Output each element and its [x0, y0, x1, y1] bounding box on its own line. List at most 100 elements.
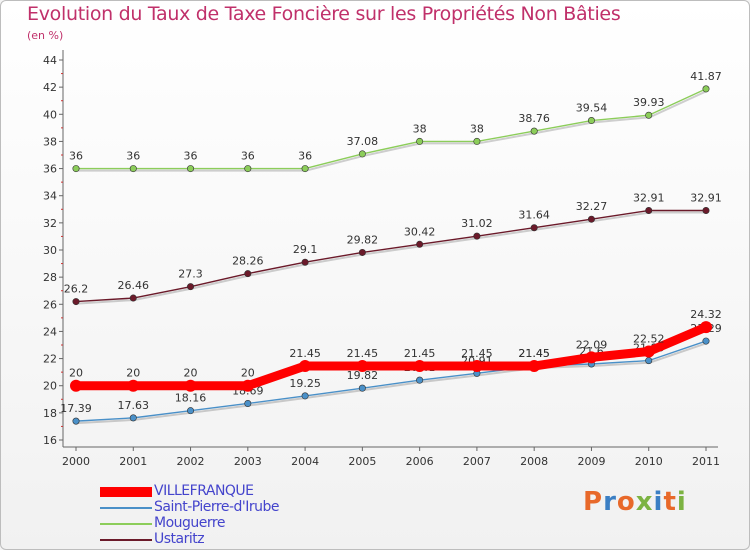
- data-point: [129, 294, 137, 302]
- data-label: 27.3: [178, 268, 203, 281]
- data-point: [187, 165, 195, 173]
- data-label: 20: [126, 367, 140, 380]
- data-point: [416, 240, 424, 248]
- data-label: 39.54: [576, 102, 608, 115]
- data-label: 32.91: [633, 192, 665, 205]
- y-tick-label: 38: [43, 135, 57, 148]
- y-tick-label: 34: [43, 190, 57, 203]
- x-tick-label: 2006: [406, 455, 434, 468]
- y-tick-label: 22: [43, 353, 57, 366]
- data-point: [244, 270, 252, 278]
- data-point: [585, 351, 598, 364]
- data-label: 36: [241, 150, 255, 163]
- data-point: [587, 117, 595, 125]
- data-point: [184, 379, 197, 392]
- data-label: 21.45: [347, 347, 379, 360]
- series-shadow: [77, 89, 708, 172]
- data-point: [127, 379, 140, 392]
- data-point: [700, 321, 712, 334]
- proxiti-logo: Proxiti: [583, 487, 687, 517]
- data-point: [358, 150, 366, 158]
- legend-label: Saint-Pierre-d'Irube: [154, 499, 280, 515]
- y-tick-label: 18: [43, 407, 57, 420]
- data-point: [72, 165, 80, 173]
- data-point: [473, 232, 481, 240]
- x-tick-label: 2003: [234, 455, 262, 468]
- data-point: [299, 360, 312, 373]
- x-tick-label: 2004: [291, 455, 319, 468]
- legend-swatch: [100, 539, 152, 541]
- y-tick-label: 20: [43, 380, 57, 393]
- data-label: 18.16: [175, 392, 207, 405]
- data-point: [301, 392, 309, 400]
- data-point: [358, 384, 366, 392]
- data-point: [416, 137, 424, 145]
- data-label: 26.2: [64, 283, 89, 296]
- x-tick-label: 2007: [463, 455, 491, 468]
- data-label: 31.64: [518, 209, 550, 222]
- data-label: 36: [69, 150, 83, 163]
- data-point: [129, 414, 137, 422]
- data-label: 19.25: [289, 377, 321, 390]
- data-label: 20: [184, 367, 198, 380]
- legend-swatch: [100, 507, 152, 509]
- data-point: [645, 111, 653, 119]
- data-label: 29.82: [347, 233, 379, 246]
- data-point: [473, 137, 481, 145]
- y-tick-label: 24: [43, 325, 57, 338]
- legend-label: VILLEFRANQUE: [154, 483, 254, 499]
- data-point: [241, 379, 254, 392]
- data-label: 41.87: [690, 70, 722, 83]
- data-label: 28.26: [232, 255, 264, 268]
- data-point: [187, 407, 195, 415]
- data-point: [129, 165, 137, 173]
- data-label: 32.27: [576, 200, 608, 213]
- data-label: 36: [126, 150, 140, 163]
- data-point: [244, 399, 252, 407]
- data-label: 26.46: [118, 279, 150, 292]
- data-point: [301, 165, 309, 173]
- data-point: [70, 379, 82, 392]
- data-label: 20: [241, 367, 255, 380]
- data-point: [530, 224, 538, 232]
- data-label: 22.52: [633, 333, 665, 346]
- y-tick-label: 32: [43, 217, 57, 230]
- series-shadow: [76, 211, 707, 305]
- data-label: 39.93: [633, 96, 665, 109]
- x-tick-label: 2001: [119, 455, 147, 468]
- y-tick-label: 26: [43, 298, 57, 311]
- series-line: [76, 88, 707, 170]
- legend-label: Mouguerre: [154, 515, 225, 531]
- legend-swatch: [100, 523, 152, 525]
- chart-title: Evolution du Taux de Taxe Foncière sur l…: [27, 3, 621, 25]
- data-point: [416, 376, 424, 384]
- data-label: 37.08: [347, 135, 379, 148]
- data-point: [587, 215, 595, 223]
- y-tick-label: 36: [43, 163, 57, 176]
- x-tick-label: 2000: [62, 455, 90, 468]
- data-label: 31.02: [461, 217, 493, 230]
- data-label: 21.45: [518, 347, 550, 360]
- data-point: [358, 248, 366, 256]
- chart-subtitle: (en %): [27, 29, 64, 42]
- data-point: [528, 360, 541, 373]
- data-label: 38: [413, 122, 427, 135]
- y-tick-label: 44: [43, 54, 57, 67]
- series-line: [75, 209, 706, 303]
- y-tick-label: 40: [43, 108, 57, 121]
- data-label: 38: [470, 122, 484, 135]
- data-point: [72, 298, 80, 306]
- data-label: 24.32: [690, 308, 722, 321]
- x-tick-label: 2009: [577, 455, 605, 468]
- series-line: [76, 322, 708, 391]
- legend-swatch: [100, 487, 152, 497]
- y-tick-label: 28: [43, 271, 57, 284]
- x-tick-label: 2008: [520, 455, 548, 468]
- data-point: [645, 357, 653, 365]
- data-label: 29.1: [293, 243, 318, 256]
- data-point: [642, 345, 655, 358]
- x-tick-label: 2002: [177, 455, 205, 468]
- data-point: [187, 283, 195, 291]
- data-point: [470, 360, 483, 373]
- data-point: [413, 360, 426, 373]
